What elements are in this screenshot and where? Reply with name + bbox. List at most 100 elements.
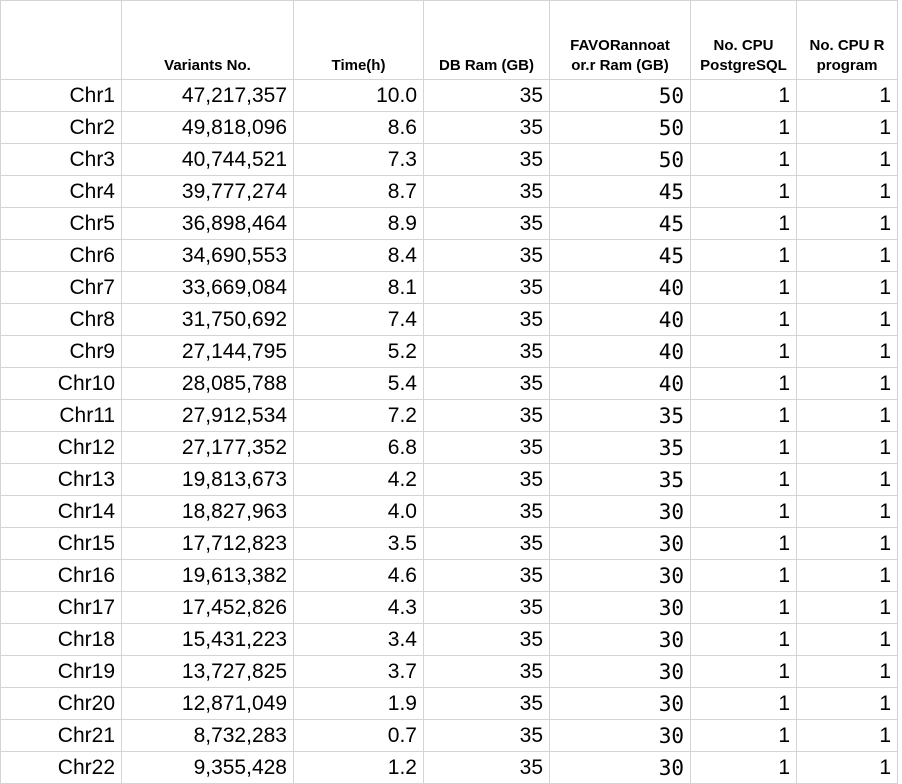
time-cell[interactable]: 6.8 xyxy=(293,431,424,464)
chromosome-cell[interactable]: Chr11 xyxy=(0,399,122,432)
favor-ram-cell[interactable]: 35 xyxy=(549,463,691,496)
cpu-r-program-cell[interactable]: 1 xyxy=(796,431,898,464)
cpu-postgresql-cell[interactable]: 1 xyxy=(690,719,797,752)
variants-no-cell[interactable]: 36,898,464 xyxy=(121,207,294,240)
favor-ram-cell[interactable]: 30 xyxy=(549,623,691,656)
cpu-postgresql-cell[interactable]: 1 xyxy=(690,79,797,112)
db-ram-cell[interactable]: 35 xyxy=(423,111,550,144)
cpu-r-program-cell[interactable]: 1 xyxy=(796,175,898,208)
cpu-postgresql-cell[interactable]: 1 xyxy=(690,623,797,656)
time-cell[interactable]: 4.3 xyxy=(293,591,424,624)
cpu-r-program-cell[interactable]: 1 xyxy=(796,143,898,176)
variants-no-cell[interactable]: 31,750,692 xyxy=(121,303,294,336)
chromosome-cell[interactable]: Chr22 xyxy=(0,751,122,784)
db-ram-cell[interactable]: 35 xyxy=(423,175,550,208)
favor-ram-cell[interactable]: 30 xyxy=(549,527,691,560)
variants-no-cell[interactable]: 18,827,963 xyxy=(121,495,294,528)
time-cell[interactable]: 3.4 xyxy=(293,623,424,656)
db-ram-cell[interactable]: 35 xyxy=(423,399,550,432)
favor-ram-cell[interactable]: 50 xyxy=(549,143,691,176)
cpu-postgresql-cell[interactable]: 1 xyxy=(690,239,797,272)
cpu-r-program-cell[interactable]: 1 xyxy=(796,335,898,368)
favor-ram-cell[interactable]: 30 xyxy=(549,591,691,624)
time-cell[interactable]: 3.5 xyxy=(293,527,424,560)
chromosome-cell[interactable]: Chr19 xyxy=(0,655,122,688)
variants-no-cell[interactable]: 17,452,826 xyxy=(121,591,294,624)
favor-ram-cell[interactable]: 40 xyxy=(549,335,691,368)
favor-ram-cell[interactable]: 30 xyxy=(549,687,691,720)
db-ram-cell[interactable]: 35 xyxy=(423,559,550,592)
db-ram-cell[interactable]: 35 xyxy=(423,303,550,336)
chromosome-cell[interactable]: Chr14 xyxy=(0,495,122,528)
favor-ram-cell[interactable]: 35 xyxy=(549,431,691,464)
variants-no-cell[interactable]: 47,217,357 xyxy=(121,79,294,112)
variants-no-cell[interactable]: 19,613,382 xyxy=(121,559,294,592)
cpu-postgresql-cell[interactable]: 1 xyxy=(690,111,797,144)
favor-ram-cell[interactable]: 50 xyxy=(549,111,691,144)
cpu-postgresql-cell[interactable]: 1 xyxy=(690,559,797,592)
time-cell[interactable]: 4.0 xyxy=(293,495,424,528)
cpu-r-program-header[interactable]: No. CPU R program xyxy=(796,0,898,80)
cpu-r-program-cell[interactable]: 1 xyxy=(796,111,898,144)
db-ram-cell[interactable]: 35 xyxy=(423,527,550,560)
chromosome-cell[interactable]: Chr4 xyxy=(0,175,122,208)
db-ram-cell[interactable]: 35 xyxy=(423,143,550,176)
db-ram-cell[interactable]: 35 xyxy=(423,207,550,240)
db-ram-cell[interactable]: 35 xyxy=(423,719,550,752)
db-ram-cell[interactable]: 35 xyxy=(423,431,550,464)
time-cell[interactable]: 7.3 xyxy=(293,143,424,176)
favor-ram-cell[interactable]: 30 xyxy=(549,495,691,528)
db-ram-cell[interactable]: 35 xyxy=(423,655,550,688)
chromosome-cell[interactable]: Chr5 xyxy=(0,207,122,240)
chromosome-cell[interactable]: Chr15 xyxy=(0,527,122,560)
cpu-r-program-cell[interactable]: 1 xyxy=(796,239,898,272)
cpu-postgresql-cell[interactable]: 1 xyxy=(690,431,797,464)
chromosome-cell[interactable]: Chr9 xyxy=(0,335,122,368)
db-ram-header[interactable]: DB Ram (GB) xyxy=(423,0,550,80)
db-ram-cell[interactable]: 35 xyxy=(423,239,550,272)
cpu-postgresql-cell[interactable]: 1 xyxy=(690,335,797,368)
cpu-postgresql-cell[interactable]: 1 xyxy=(690,367,797,400)
favor-ram-cell[interactable]: 45 xyxy=(549,175,691,208)
chromosome-cell[interactable]: Chr8 xyxy=(0,303,122,336)
time-cell[interactable]: 8.9 xyxy=(293,207,424,240)
cpu-r-program-cell[interactable]: 1 xyxy=(796,623,898,656)
cpu-r-program-cell[interactable]: 1 xyxy=(796,399,898,432)
db-ram-cell[interactable]: 35 xyxy=(423,751,550,784)
variants-no-cell[interactable]: 39,777,274 xyxy=(121,175,294,208)
time-cell[interactable]: 4.2 xyxy=(293,463,424,496)
time-cell[interactable]: 1.2 xyxy=(293,751,424,784)
favor-ram-cell[interactable]: 30 xyxy=(549,559,691,592)
row-label-header[interactable] xyxy=(0,0,122,80)
chromosome-cell[interactable]: Chr3 xyxy=(0,143,122,176)
cpu-r-program-cell[interactable]: 1 xyxy=(796,207,898,240)
cpu-r-program-cell[interactable]: 1 xyxy=(796,655,898,688)
variants-no-cell[interactable]: 28,085,788 xyxy=(121,367,294,400)
cpu-postgresql-cell[interactable]: 1 xyxy=(690,143,797,176)
variants-no-cell[interactable]: 34,690,553 xyxy=(121,239,294,272)
chromosome-cell[interactable]: Chr18 xyxy=(0,623,122,656)
favor-ram-cell[interactable]: 40 xyxy=(549,367,691,400)
time-cell[interactable]: 8.4 xyxy=(293,239,424,272)
chromosome-cell[interactable]: Chr7 xyxy=(0,271,122,304)
time-cell[interactable]: 7.4 xyxy=(293,303,424,336)
cpu-postgresql-cell[interactable]: 1 xyxy=(690,207,797,240)
db-ram-cell[interactable]: 35 xyxy=(423,367,550,400)
cpu-r-program-cell[interactable]: 1 xyxy=(796,591,898,624)
cpu-postgresql-cell[interactable]: 1 xyxy=(690,527,797,560)
variants-no-cell[interactable]: 49,818,096 xyxy=(121,111,294,144)
variants-no-header[interactable]: Variants No. xyxy=(121,0,294,80)
chromosome-cell[interactable]: Chr12 xyxy=(0,431,122,464)
db-ram-cell[interactable]: 35 xyxy=(423,687,550,720)
cpu-r-program-cell[interactable]: 1 xyxy=(796,559,898,592)
favor-ram-cell[interactable]: 40 xyxy=(549,271,691,304)
time-cell[interactable]: 7.2 xyxy=(293,399,424,432)
cpu-r-program-cell[interactable]: 1 xyxy=(796,719,898,752)
favor-ram-cell[interactable]: 40 xyxy=(549,303,691,336)
favor-ram-cell[interactable]: 50 xyxy=(549,79,691,112)
cpu-postgresql-cell[interactable]: 1 xyxy=(690,271,797,304)
variants-no-cell[interactable]: 33,669,084 xyxy=(121,271,294,304)
db-ram-cell[interactable]: 35 xyxy=(423,463,550,496)
cpu-r-program-cell[interactable]: 1 xyxy=(796,303,898,336)
cpu-postgresql-cell[interactable]: 1 xyxy=(690,591,797,624)
